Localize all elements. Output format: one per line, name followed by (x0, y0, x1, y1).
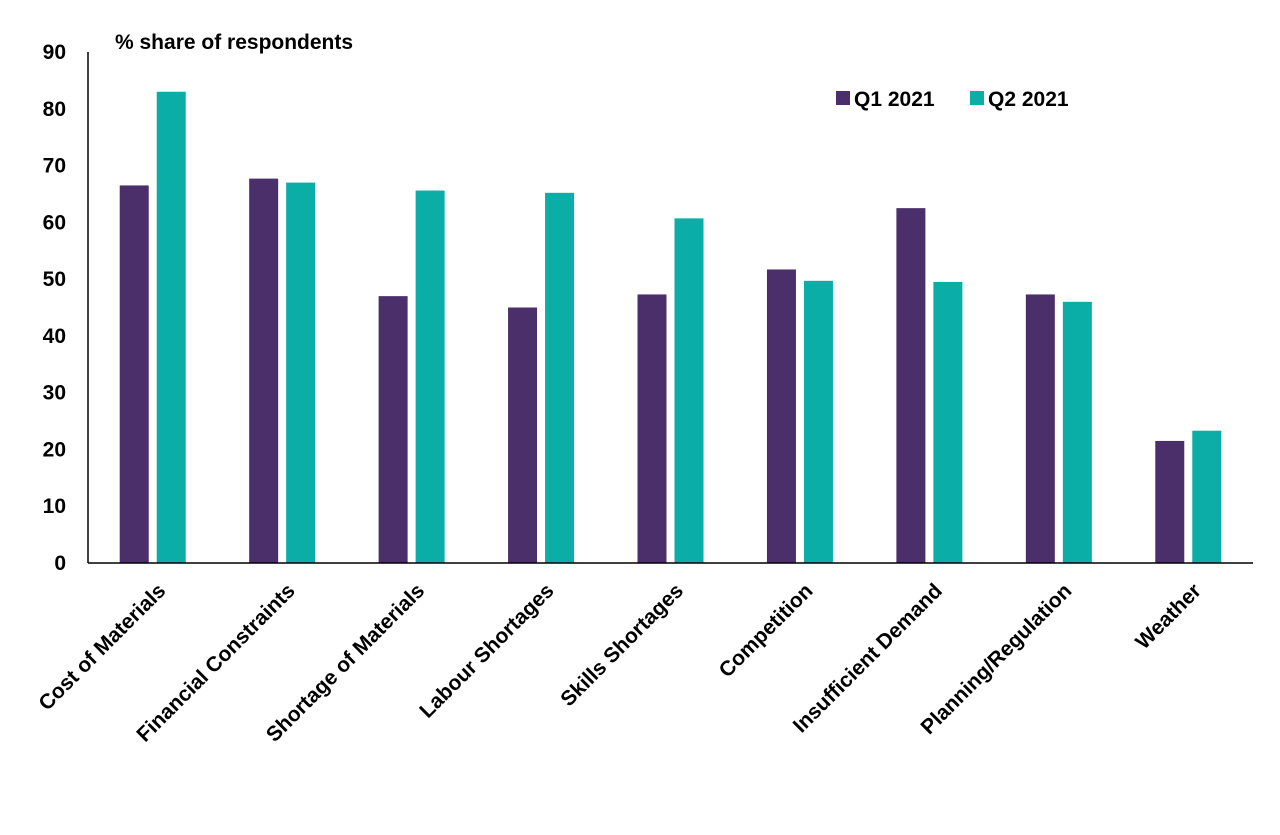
bar-q2-2 (415, 190, 445, 563)
legend-swatch-q1 (836, 91, 850, 105)
legend: Q1 2021 Q2 2021 (836, 88, 1069, 111)
y-tick-label: 30 (43, 382, 66, 405)
bar-q1-4 (637, 294, 667, 563)
bar-q2-1 (286, 182, 316, 564)
bar-q1-3 (508, 307, 538, 563)
y-tick-label: 50 (43, 268, 66, 291)
y-tick-label: 60 (43, 211, 66, 234)
x-category-label: Planning/Regulation (917, 579, 1077, 739)
legend-swatch-q2 (970, 91, 984, 105)
bars (119, 91, 1222, 564)
bar-q2-4 (674, 218, 704, 563)
legend-label-q1: Q1 2021 (854, 88, 935, 111)
bar-q1-2 (378, 296, 408, 563)
y-tick-label: 0 (54, 552, 66, 575)
x-category-label: Insufficient Demand (789, 579, 947, 737)
bar-q1-0 (119, 185, 149, 563)
bar-q2-5 (803, 280, 833, 563)
bar-q1-5 (766, 269, 796, 563)
legend-label-q2: Q2 2021 (988, 88, 1069, 111)
bar-q1-1 (249, 178, 279, 563)
y-tick-label: 70 (43, 155, 66, 178)
y-axis-ticks: 0 10 20 30 40 50 60 70 80 90 (43, 41, 66, 575)
y-tick-label: 20 (43, 438, 66, 461)
y-tick-label: 40 (43, 325, 66, 348)
bar-q2-7 (1062, 301, 1092, 563)
x-category-label: Cost of Materials (34, 579, 170, 715)
chart-title: % share of respondents (115, 31, 353, 54)
x-category-label: Weather (1131, 579, 1206, 654)
bar-q2-0 (156, 91, 186, 563)
x-category-label: Skills Shortages (556, 579, 688, 711)
y-tick-label: 90 (43, 41, 66, 64)
bar-q2-3 (545, 192, 575, 563)
bar-q1-7 (1025, 294, 1055, 563)
bar-q2-6 (933, 281, 963, 563)
bar-q2-8 (1192, 430, 1222, 563)
y-tick-label: 10 (43, 495, 66, 518)
bar-q1-6 (896, 208, 926, 563)
bar-q1-8 (1155, 440, 1185, 563)
x-category-label: Labour Shortages (415, 579, 558, 722)
x-category-label: Competition (715, 579, 818, 682)
y-tick-label: 80 (43, 98, 66, 121)
